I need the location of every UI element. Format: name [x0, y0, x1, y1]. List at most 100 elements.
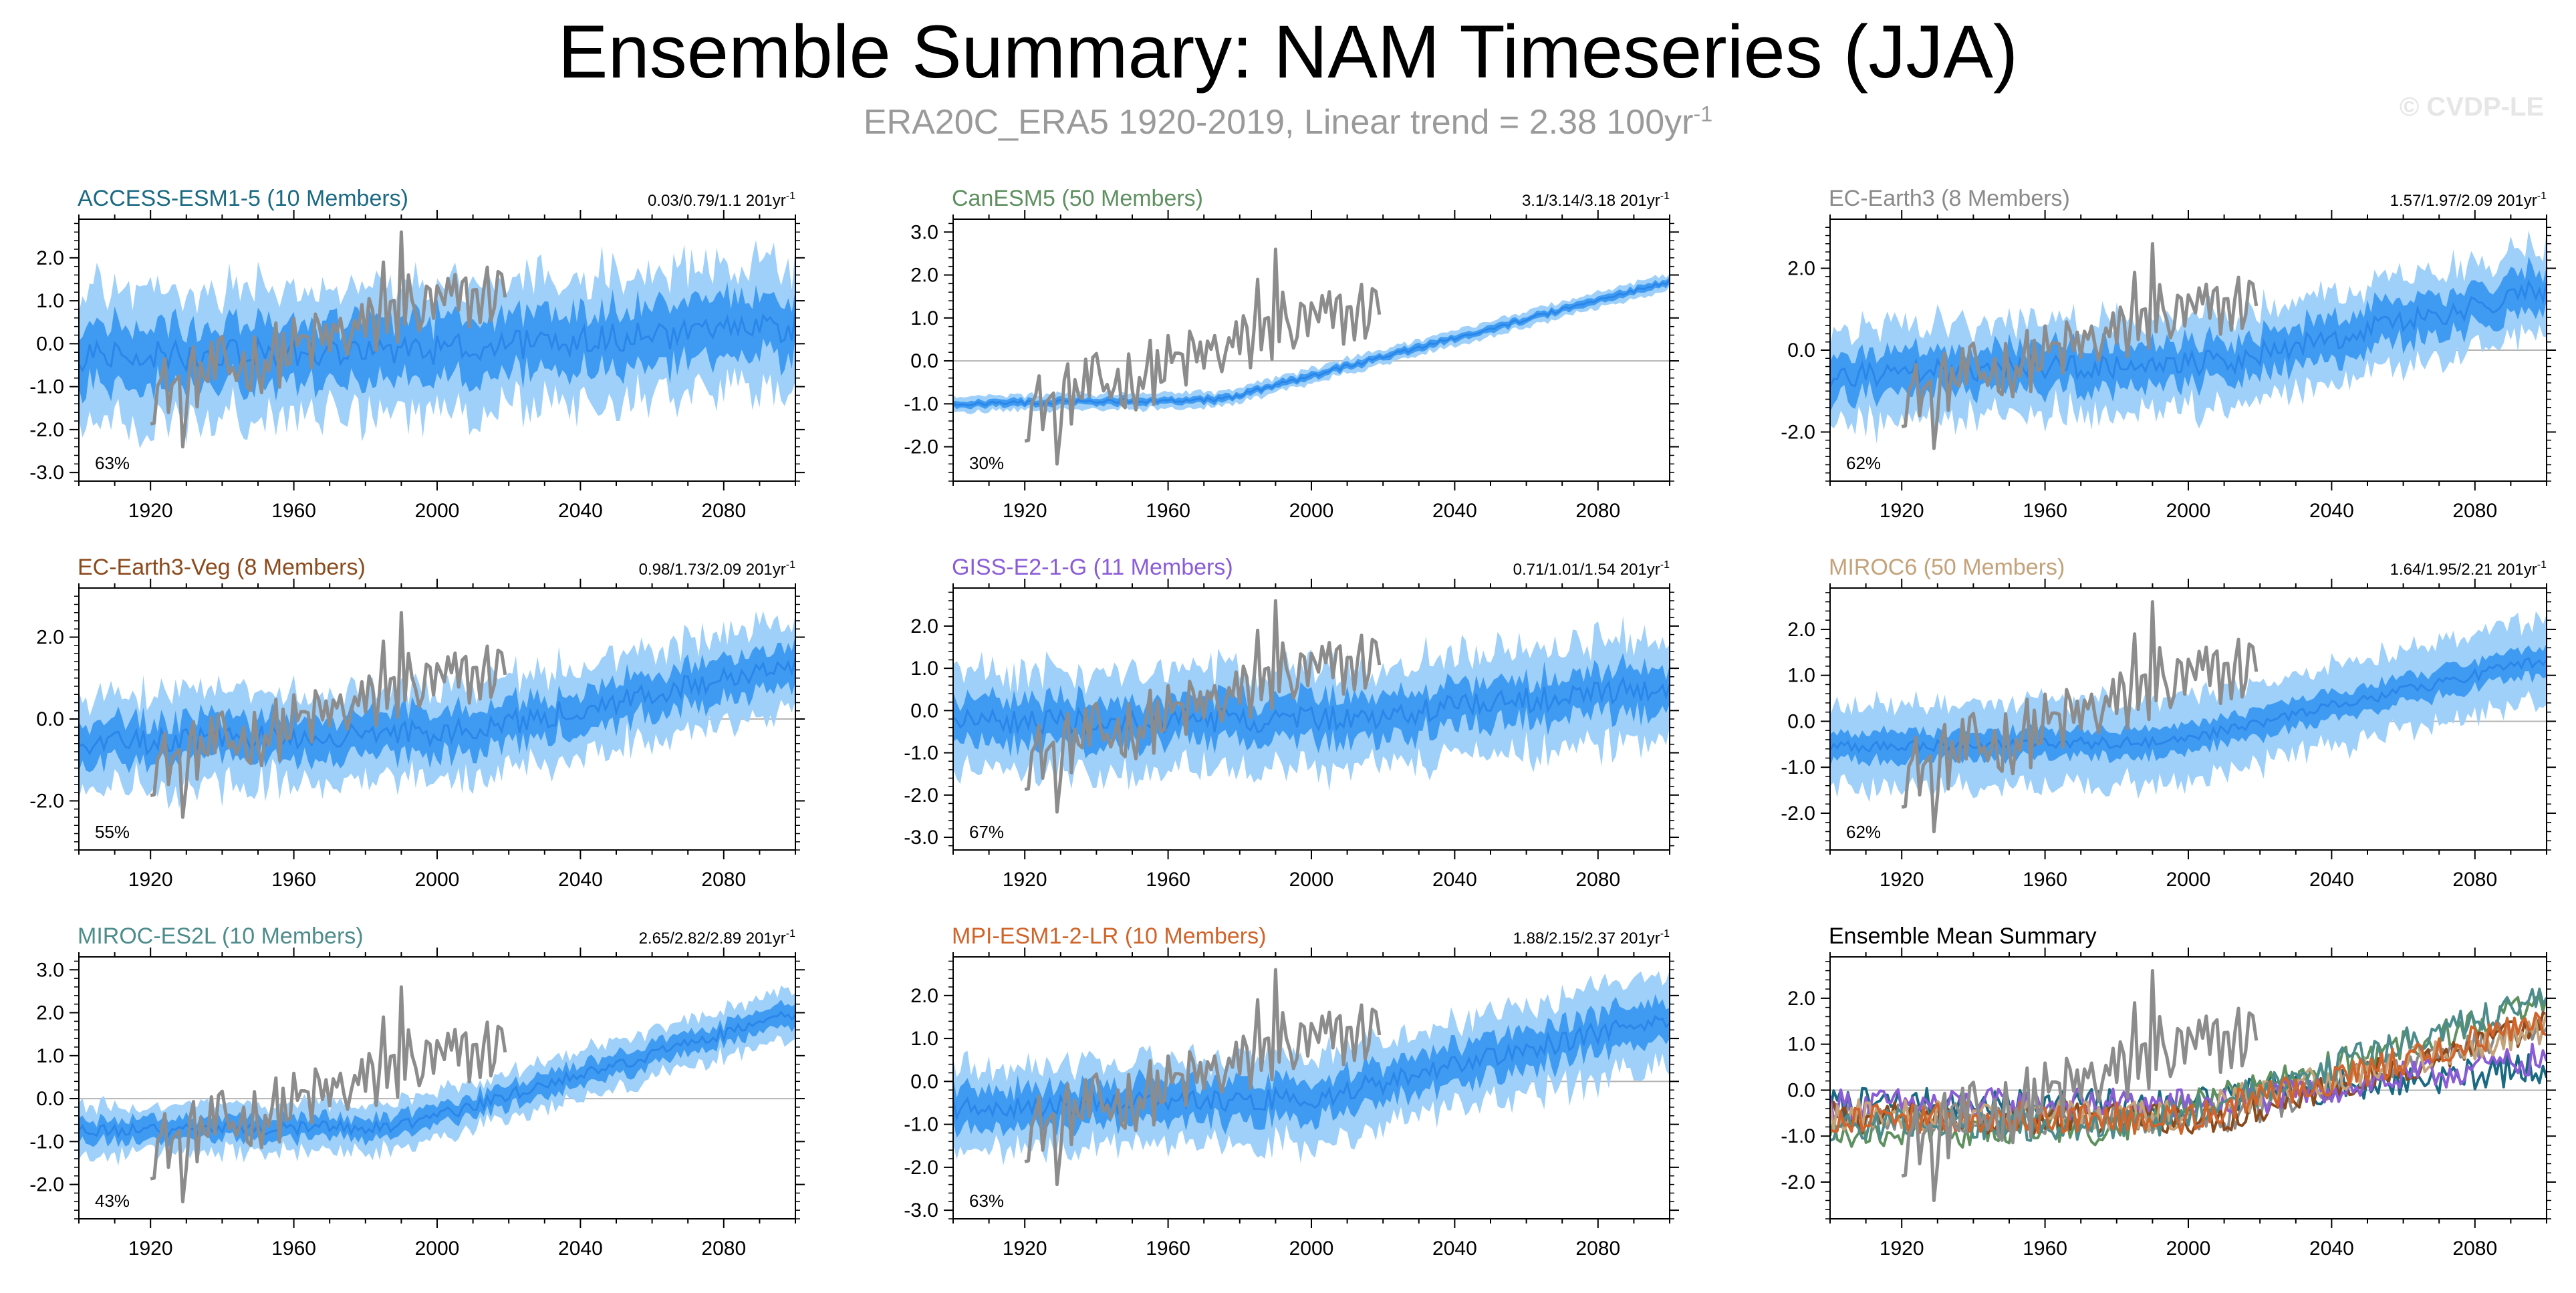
panel-title: MIROC-ES2L (10 Members)	[78, 923, 364, 949]
rank-label: 63%	[969, 1191, 1004, 1211]
observation-line	[1024, 247, 1382, 466]
ensemble-iqr-band	[953, 276, 1670, 410]
panel-title: GISS-E2-1-G (11 Members)	[952, 555, 1233, 580]
rank-label: 67%	[969, 822, 1004, 842]
observation-line	[150, 230, 507, 449]
observation-line	[1024, 599, 1382, 814]
rank-label: 55%	[95, 822, 130, 842]
ensemble-range-band	[1830, 230, 2547, 444]
x-tick-label: 2040	[2309, 869, 2354, 891]
x-tick-label: 1920	[128, 869, 173, 891]
observation-line	[1901, 242, 2259, 450]
x-tick-label: 1920	[1003, 500, 1047, 522]
x-tick-label: 1920	[128, 500, 173, 522]
y-tick-label: 1.0	[36, 290, 64, 312]
x-tick-label: 2000	[415, 869, 460, 891]
plot-area	[1830, 969, 2547, 1202]
x-tick-label: 1960	[1146, 500, 1190, 522]
trend-label: 0.03/0.79/1.1 201yr-1	[648, 190, 795, 210]
x-tick-label: 2000	[1289, 500, 1334, 522]
panel-title: Ensemble Mean Summary	[1829, 923, 2097, 949]
observation-line	[150, 985, 507, 1203]
x-tick-label: 2080	[1575, 500, 1620, 522]
panel-title: MPI-ESM1-2-LR (10 Members)	[952, 923, 1266, 949]
panel-miroc-es2l: MIROC-ES2L (10 Members) 2.65/2.82/2.89 20…	[29, 923, 805, 1260]
y-tick-label: 0.0	[36, 333, 64, 355]
x-tick-label: 1960	[2023, 1238, 2067, 1260]
subtitle-text: ERA20C_ERA5 1920-2019, Linear trend = 2.…	[863, 103, 1694, 142]
rank-label: 62%	[1846, 822, 1881, 842]
x-tick-label: 2080	[701, 500, 746, 522]
panel-mpi-esm1-2-lr: MPI-ESM1-2-LR (10 Members) 1.88/2.15/2.37…	[904, 923, 1679, 1260]
panel-canesm5: CanESM5 (50 Members) 3.1/3.14/3.18 201yr-…	[904, 186, 1679, 522]
plot-area	[79, 611, 795, 819]
x-tick-label: 1960	[271, 500, 316, 522]
x-tick-label: 2040	[1432, 869, 1477, 891]
y-tick-label: -2.0	[1781, 422, 1815, 444]
plot-area	[953, 968, 1670, 1187]
y-tick-label: 0.0	[1787, 1079, 1815, 1101]
trend-label: 1.64/1.95/2.21 201yr-1	[2390, 559, 2547, 579]
y-tick-label: 1.0	[910, 307, 938, 329]
y-tick-label: 0.0	[1787, 339, 1815, 362]
y-tick-label: -1.0	[904, 742, 938, 764]
x-tick-label: 2000	[415, 500, 460, 522]
x-tick-label: 2040	[558, 869, 603, 891]
observation-line	[1901, 600, 2259, 833]
x-tick-label: 2080	[2452, 1238, 2497, 1260]
y-tick-label: -2.0	[29, 419, 64, 441]
y-tick-label: -2.0	[29, 791, 64, 813]
ensemble-mean-line	[953, 676, 1670, 736]
plot-area	[1830, 230, 2547, 450]
y-tick-label: 2.0	[910, 265, 938, 287]
x-tick-label: 2040	[558, 1238, 603, 1260]
y-tick-label: 0.0	[910, 700, 938, 722]
x-tick-label: 2000	[1289, 1238, 1334, 1260]
y-tick-label: -2.0	[904, 436, 938, 458]
watermark: © CVDP-LE	[2399, 92, 2544, 122]
x-tick-label: 2080	[2452, 869, 2497, 891]
y-tick-label: 2.0	[1787, 258, 1815, 280]
panel-title: CanESM5 (50 Members)	[952, 186, 1203, 211]
rank-label: 43%	[95, 1191, 130, 1211]
y-tick-label: 1.0	[910, 658, 938, 680]
y-tick-label: -1.0	[29, 1131, 64, 1153]
trend-label: 0.71/1.01/1.54 201yr-1	[1513, 559, 1670, 579]
y-tick-label: 0.0	[36, 708, 64, 730]
plot-area	[1830, 600, 2547, 833]
panel-ensemble mean summary: Ensemble Mean Summary 1920 1960 2000 2040 208…	[1781, 923, 2556, 1260]
trend-exponent: -1	[786, 559, 795, 571]
y-tick-label: 1.0	[36, 1045, 64, 1067]
y-tick-label: -3.0	[904, 827, 938, 849]
ensemble-iqr-band	[79, 1000, 795, 1149]
x-tick-label: 2080	[701, 1238, 746, 1260]
x-tick-label: 1920	[1880, 869, 1924, 891]
x-tick-label: 2000	[415, 1238, 460, 1260]
trend-label: 3.1/3.14/3.18 201yr-1	[1522, 190, 1670, 210]
x-tick-label: 1920	[1880, 1238, 1924, 1260]
trend-label: 1.57/1.97/2.09 201yr-1	[2390, 190, 2547, 210]
x-tick-label: 2000	[2166, 500, 2211, 522]
y-tick-label: -2.0	[1781, 1171, 1815, 1193]
trend-label: 0.98/1.73/2.09 201yr-1	[639, 559, 796, 579]
y-tick-label: 0.0	[1787, 710, 1815, 732]
y-tick-label: 2.0	[1787, 619, 1815, 641]
rank-label: 62%	[1846, 453, 1881, 473]
y-tick-label: -3.0	[904, 1199, 938, 1222]
observation-line	[150, 611, 507, 819]
x-tick-label: 2080	[701, 869, 746, 891]
y-tick-label: -1.0	[904, 1114, 938, 1136]
plot-area	[953, 247, 1670, 466]
ensemble-iqr-band	[1830, 643, 2547, 767]
ensemble-mean-line	[79, 313, 795, 374]
page-title: Ensemble Summary: NAM Timeseries (JJA)	[557, 10, 2019, 94]
panel-title: EC-Earth3-Veg (8 Members)	[78, 555, 366, 580]
x-tick-label: 1920	[1003, 869, 1047, 891]
x-tick-label: 1960	[2023, 500, 2067, 522]
y-tick-label: -2.0	[1781, 803, 1815, 825]
rank-label: 30%	[969, 453, 1004, 473]
series-line-mpi-esm1-2-lr	[1830, 1012, 2547, 1135]
ensemble-mean-line	[1830, 279, 2547, 388]
x-tick-label: 2000	[2166, 869, 2211, 891]
x-tick-label: 2080	[1575, 1238, 1620, 1260]
